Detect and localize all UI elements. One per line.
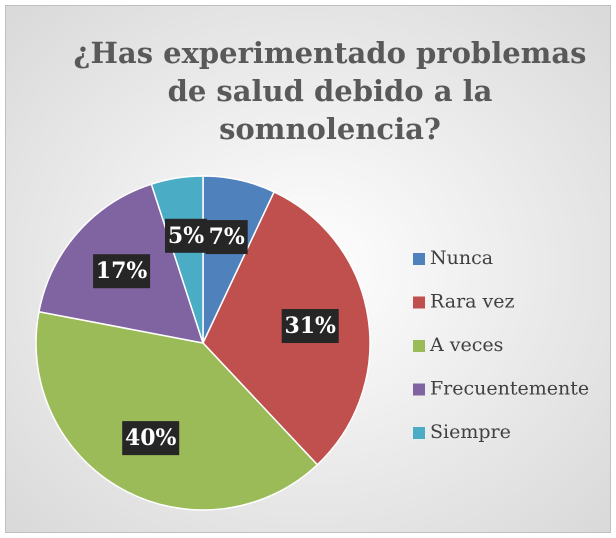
data-label: 40%	[125, 425, 177, 451]
data-label-box	[205, 220, 248, 255]
legend-label: Rara vez	[430, 291, 515, 313]
legend-swatch	[413, 253, 425, 265]
legend-label: Frecuentemente	[430, 378, 589, 400]
data-label: 31%	[284, 313, 336, 339]
legend-swatch	[413, 340, 425, 352]
pie-slice	[35, 310, 319, 511]
chart-title: somnolencia?	[219, 112, 441, 146]
chart-title: de salud debido a la	[168, 74, 493, 108]
data-label-box	[122, 421, 180, 456]
legend-swatch	[413, 427, 425, 439]
data-label: 5%	[168, 223, 204, 249]
legend-swatch	[413, 296, 425, 309]
legend-swatch	[413, 383, 425, 396]
legend-label: Nunca	[430, 247, 493, 269]
chart-title: ¿Has experimentado problemas	[74, 36, 587, 70]
data-label: 17%	[96, 258, 148, 284]
legend-label: Siempre	[430, 421, 511, 443]
data-label-box	[281, 309, 339, 344]
legend-label: A veces	[429, 334, 503, 356]
data-label-box	[93, 254, 151, 289]
pie-slice	[150, 175, 204, 344]
data-label: 7%	[209, 224, 245, 250]
data-label-box	[165, 218, 208, 253]
